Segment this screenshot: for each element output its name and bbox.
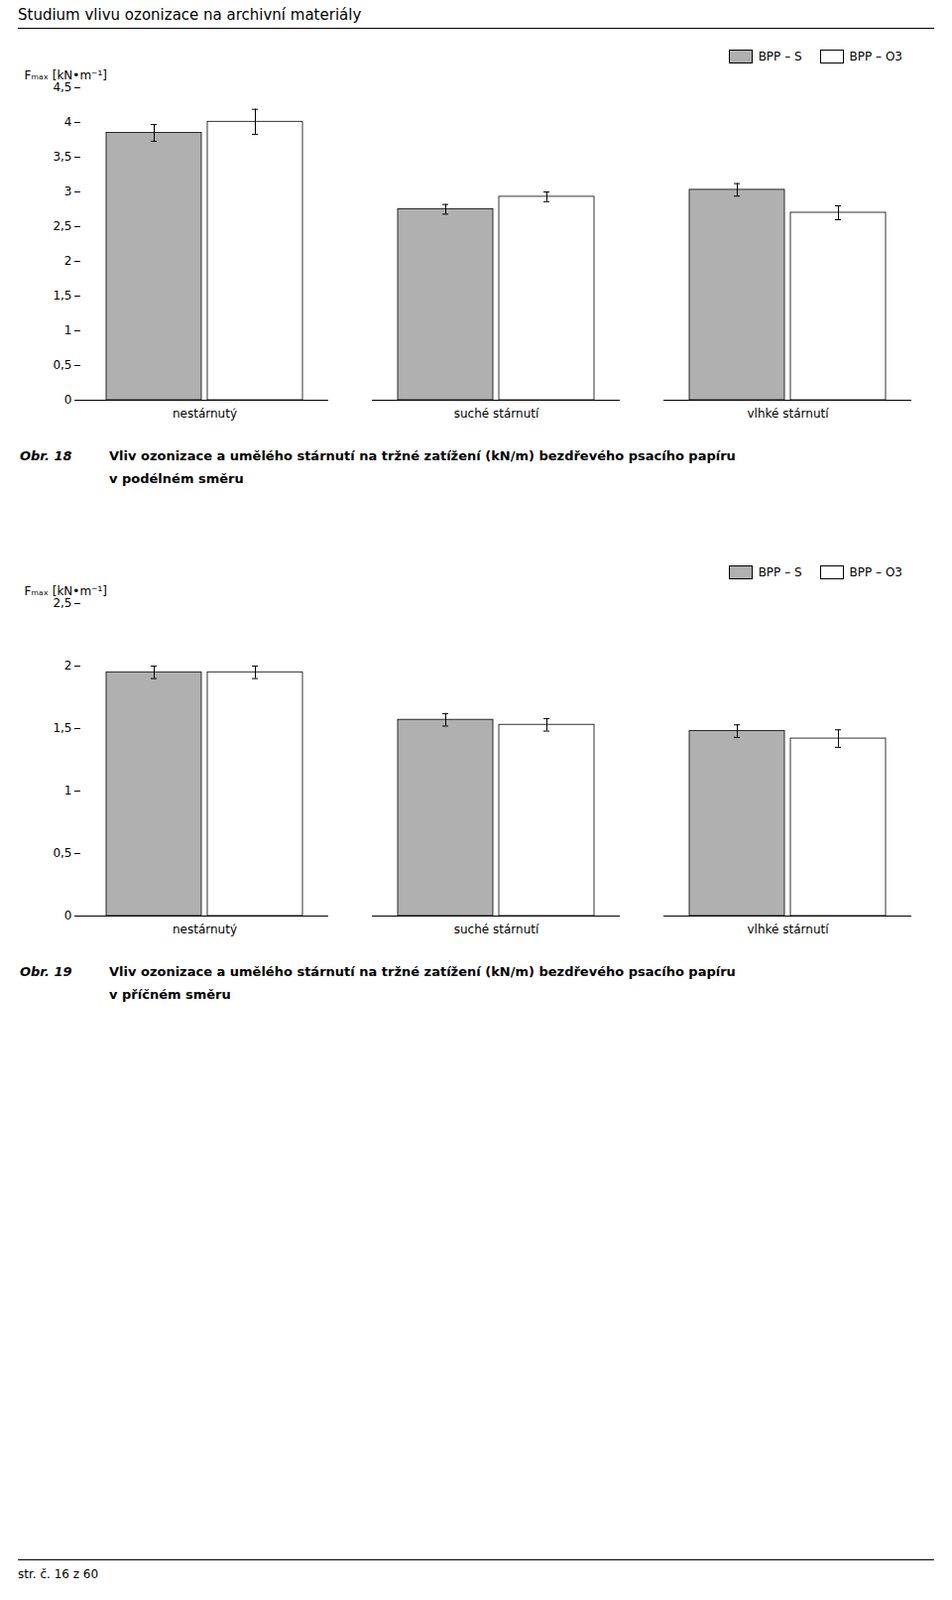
svg-text:1: 1 bbox=[64, 323, 73, 338]
svg-text:2: 2 bbox=[64, 658, 73, 673]
svg-text:Fₘₐₓ [kN•m⁻¹]: Fₘₐₓ [kN•m⁻¹] bbox=[24, 584, 108, 598]
svg-text:0,5: 0,5 bbox=[52, 845, 72, 860]
html-text:Obr. 19: Obr. 19 bbox=[19, 963, 72, 979]
svg-text:0: 0 bbox=[64, 908, 73, 923]
html-text:Obr. 18: Obr. 18 bbox=[19, 448, 72, 464]
html-text:BPP – O3: BPP – O3 bbox=[849, 565, 903, 580]
svg-text:1: 1 bbox=[64, 783, 73, 798]
svg-text:3: 3 bbox=[64, 184, 73, 199]
html-text:v příčném směru: v příčném směru bbox=[109, 986, 231, 1002]
svg-text:suché stárnutí: suché stárnutí bbox=[454, 406, 540, 421]
html-text:Vliv ozonizace a umělého stárn: Vliv ozonizace a umělého stárnutí na trž… bbox=[109, 963, 736, 979]
svg-text:2: 2 bbox=[64, 253, 73, 268]
svg-text:suché stárnutí: suché stárnutí bbox=[454, 922, 540, 937]
svg-text:vlhké stárnutí: vlhké stárnutí bbox=[746, 406, 830, 421]
svg-text:nestárnutý: nestárnutý bbox=[172, 922, 238, 937]
svg-text:nestárnutý: nestárnutý bbox=[172, 406, 238, 421]
html-text:v podélném směru: v podélném směru bbox=[109, 471, 244, 486]
html-text:BPP – O3: BPP – O3 bbox=[849, 49, 903, 64]
html-text:BPP – S: BPP – S bbox=[758, 49, 802, 64]
html-text:str. č. 16 z 60: str. č. 16 z 60 bbox=[17, 1566, 99, 1581]
svg-text:1,5: 1,5 bbox=[52, 288, 72, 303]
svg-text:0,5: 0,5 bbox=[52, 357, 72, 372]
html-text:Studium vlivu ozonizace na arc: Studium vlivu ozonizace na archivní mate… bbox=[17, 5, 362, 24]
svg-text:4: 4 bbox=[64, 115, 73, 129]
svg-text:0: 0 bbox=[64, 392, 73, 407]
svg-text:Fₘₐₓ [kN•m⁻¹]: Fₘₐₓ [kN•m⁻¹] bbox=[24, 68, 108, 83]
svg-text:4,5: 4,5 bbox=[52, 80, 72, 95]
svg-text:vlhké stárnutí: vlhké stárnutí bbox=[746, 922, 830, 937]
svg-text:2,5: 2,5 bbox=[52, 219, 72, 234]
html-text:BPP – S: BPP – S bbox=[758, 565, 802, 580]
svg-text:3,5: 3,5 bbox=[52, 149, 72, 164]
html-text:Vliv ozonizace a umělého stárn: Vliv ozonizace a umělého stárnutí na trž… bbox=[109, 448, 736, 464]
svg-text:1,5: 1,5 bbox=[52, 720, 72, 735]
svg-text:2,5: 2,5 bbox=[52, 595, 72, 610]
